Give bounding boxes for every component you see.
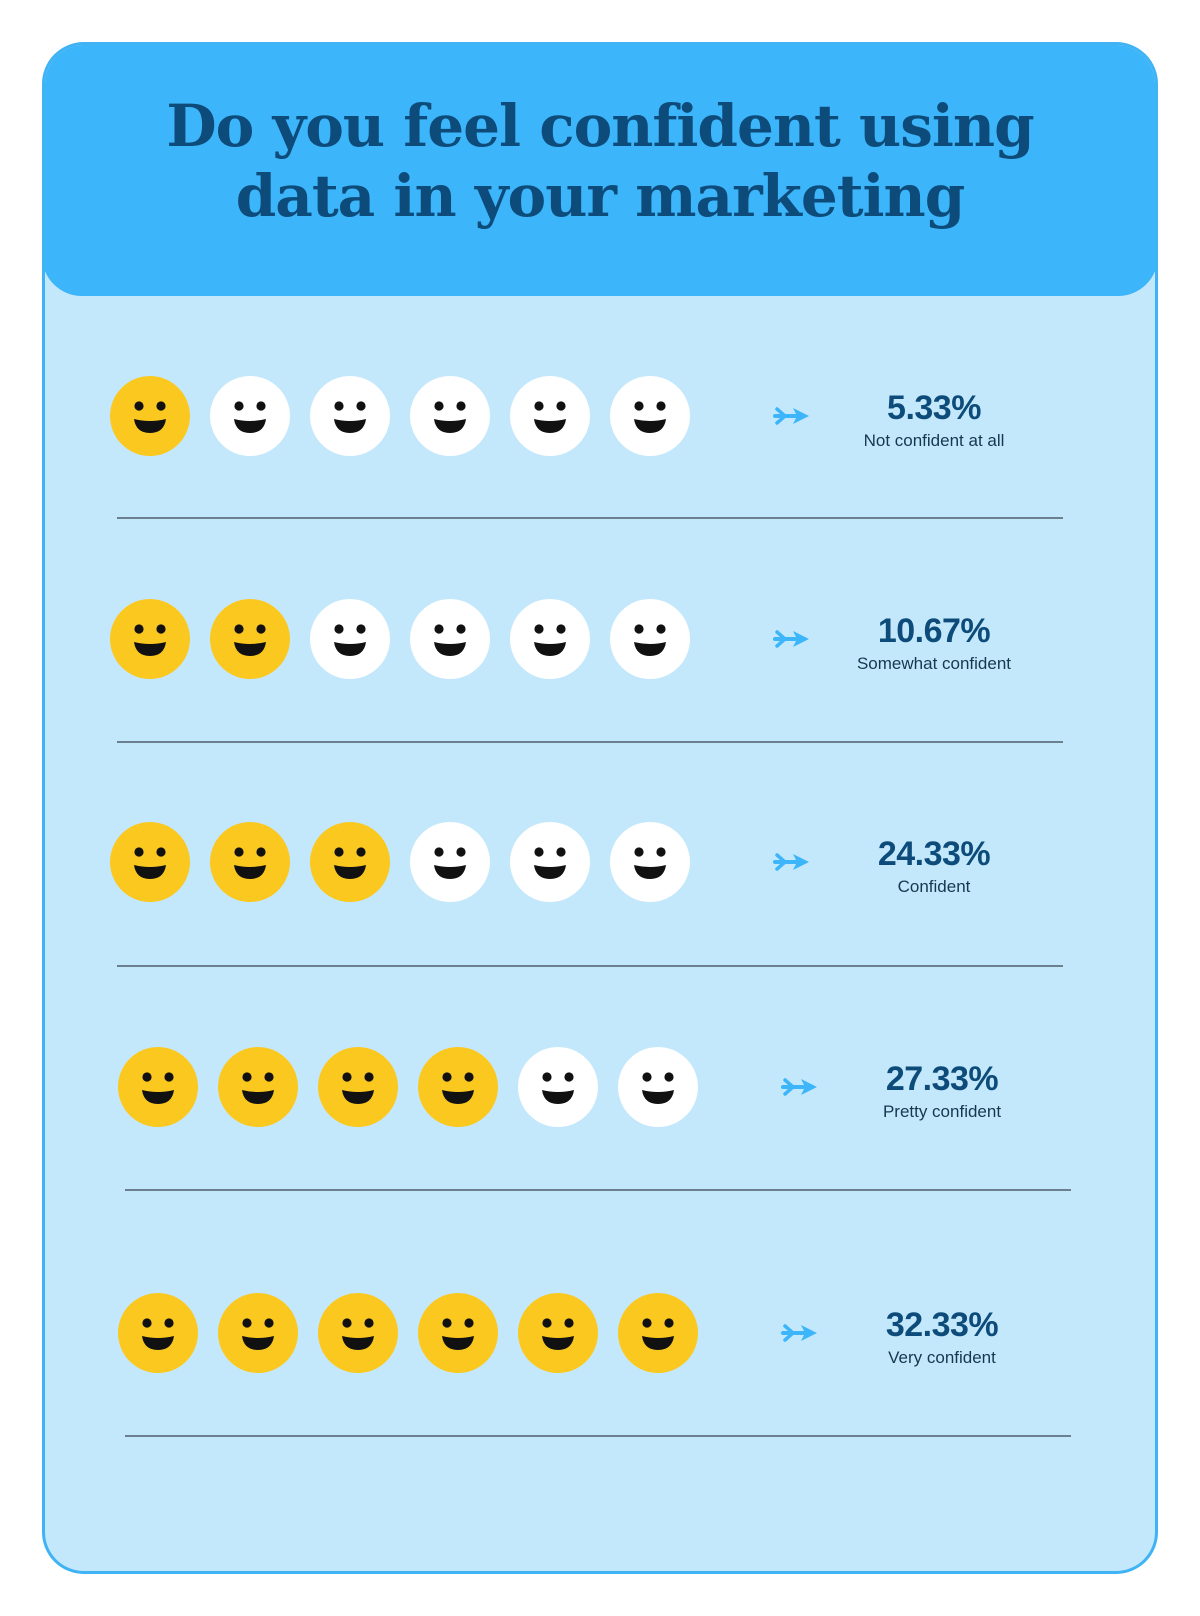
response-row: 5.33% Not confident at all: [109, 375, 1109, 495]
smiley-face-icon-filled: [118, 1293, 198, 1373]
response-label: Pretty confident: [882, 1102, 1002, 1121]
percentage-value: 5.33%: [887, 389, 981, 427]
double-arrow-right-icon: [773, 630, 809, 648]
smiley-face-icon-filled: [318, 1047, 398, 1127]
smiley-face-icon-filled: [618, 1293, 698, 1373]
response-label: Very confident: [888, 1348, 996, 1367]
response-label: Somewhat confident: [856, 654, 1012, 673]
smiley-face-icon-empty: [610, 599, 690, 679]
response-row: 24.33% Confident: [109, 821, 1109, 941]
smiley-face-icon-filled: [418, 1293, 498, 1373]
percentage-value: 27.33%: [885, 1060, 999, 1098]
header-banner: Do you feel confident using data in your…: [45, 45, 1155, 296]
row-divider: [117, 965, 1063, 967]
percentage-value: 24.33%: [877, 835, 991, 873]
smiley-face-icon-filled: [318, 1293, 398, 1373]
row-divider: [125, 1189, 1071, 1191]
smiley-face-icon-empty: [610, 822, 690, 902]
percentage-value: 32.33%: [885, 1306, 999, 1344]
smiley-face-icon-empty: [510, 822, 590, 902]
smiley-face-icon-empty: [310, 376, 390, 456]
smiley-face-icon-filled: [110, 599, 190, 679]
smiley-face-icon-filled: [110, 376, 190, 456]
double-arrow-right-icon: [773, 407, 809, 425]
double-arrow-right-icon: [773, 853, 809, 871]
double-arrow-right-icon: [781, 1324, 817, 1342]
smiley-face-icon-empty: [410, 822, 490, 902]
row-divider: [117, 741, 1063, 743]
percentage-value: 10.67%: [877, 612, 991, 650]
smiley-face-icon-empty: [510, 599, 590, 679]
response-row: 32.33% Very confident: [117, 1292, 1117, 1412]
smiley-face-icon-empty: [310, 599, 390, 679]
smiley-face-icon-empty: [410, 376, 490, 456]
smiley-face-icon-filled: [210, 599, 290, 679]
smiley-face-icon-filled: [110, 822, 190, 902]
title-line-2: data in your marketing: [235, 162, 966, 230]
smiley-face-icon-filled: [118, 1047, 198, 1127]
smiley-face-icon-filled: [218, 1293, 298, 1373]
smiley-face-icon-filled: [310, 822, 390, 902]
smiley-face-icon-empty: [618, 1047, 698, 1127]
response-row: 27.33% Pretty confident: [117, 1046, 1117, 1166]
row-divider: [117, 517, 1063, 519]
title-line-1: Do you feel confident using: [166, 92, 1034, 160]
chart-title: Do you feel confident using data in your…: [126, 91, 1073, 231]
smiley-face-icon-empty: [610, 376, 690, 456]
smiley-face-icon-filled: [210, 822, 290, 902]
row-divider: [125, 1435, 1071, 1437]
infographic-card: Do you feel confident using data in your…: [42, 42, 1158, 1574]
smiley-face-icon-filled: [218, 1047, 298, 1127]
smiley-face-icon-empty: [518, 1047, 598, 1127]
double-arrow-right-icon: [781, 1078, 817, 1096]
response-row: 10.67% Somewhat confident: [109, 598, 1109, 718]
response-label: Confident: [897, 877, 971, 896]
smiley-face-icon-empty: [210, 376, 290, 456]
response-rows: 5.33% Not confident at all 10.67% Somewhat …: [45, 45, 1155, 1571]
smiley-face-icon-empty: [510, 376, 590, 456]
response-label: Not confident at all: [863, 431, 1005, 450]
smiley-face-icon-empty: [410, 599, 490, 679]
smiley-face-icon-filled: [518, 1293, 598, 1373]
smiley-face-icon-filled: [418, 1047, 498, 1127]
